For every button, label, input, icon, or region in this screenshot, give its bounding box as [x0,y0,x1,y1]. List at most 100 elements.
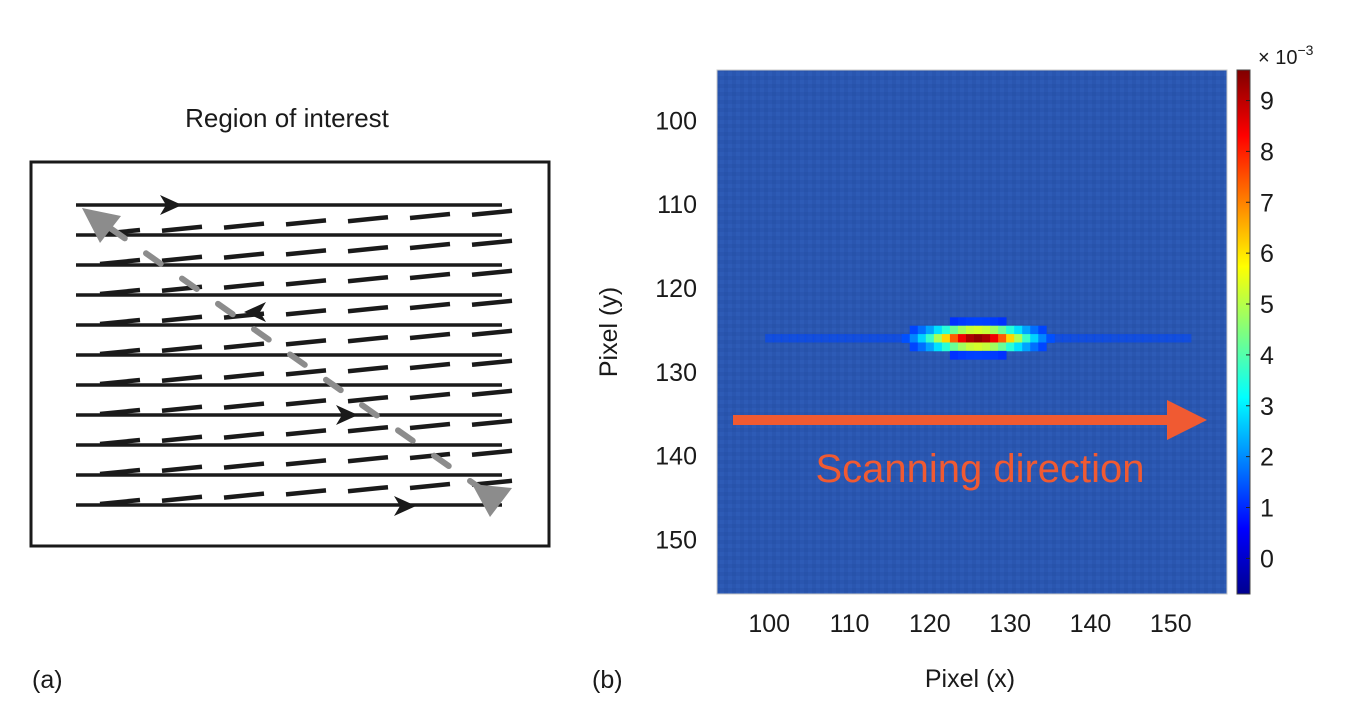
flyback-dash [285,428,327,437]
hotspot-pixel [982,342,991,352]
x-axis-label: Pixel (x) [925,665,1015,693]
x-tick-label: 140 [1070,610,1112,638]
flyback-dash [347,214,389,224]
hotspot-pixel [974,325,983,335]
return-path [82,208,512,517]
flyback-dash [347,304,389,314]
hotspot-pixel [974,342,983,352]
return-arrowhead-end [472,484,512,517]
streak-pixel [1126,334,1136,343]
colorbar-multiplier-base: × 10 [1258,47,1297,69]
flyback-dash [471,298,513,308]
hotspot-pixel [1038,342,1047,352]
heatmap-frame [716,69,1228,595]
streak-pixel [765,334,774,343]
flyback-dash [285,458,327,467]
hotspot-pixel [949,350,959,360]
hotspot-pixel [982,317,991,327]
hotspot-pixel [1006,325,1015,335]
hotspot-pixel [1014,334,1023,343]
flyback-dash [161,224,203,234]
flyback-dashes [99,298,513,327]
hotspot-pixel [982,334,991,343]
scan-arrowhead-right [336,405,358,425]
flyback-dash [409,211,451,221]
hotspot-pixel [990,350,999,360]
hotspot-pixel [949,325,959,335]
x-tick-label: 110 [830,610,870,638]
flyback-dash [347,424,389,434]
hotspot-pixel [957,334,967,343]
hotspot-pixel [957,325,967,335]
hotspot-pixel [998,317,1007,327]
hotspot-pixel [1030,342,1039,352]
hotspot-pixel [982,350,991,360]
hotspot-pixel [925,325,935,335]
hotspot-pixel [933,334,943,343]
streak-pixel [1134,334,1144,343]
streak-pixel [877,334,887,343]
panel-a: Region of interest (a) [29,103,551,694]
hotspot-pixel [949,334,959,343]
y-axis-ticks: 100 110 120 130 140 150 [655,107,697,554]
flyback-dash [409,271,451,281]
hotspot-pixel [933,325,943,335]
scanning-direction-label: Scanning direction [815,447,1144,491]
hotspot-pixel [998,350,1007,360]
flyback-dash [285,398,327,407]
hotspot-pixel [974,317,983,327]
colorbar-tick-label: 5 [1260,291,1274,319]
colorbar [1236,69,1251,595]
streak-pixel [781,334,790,343]
hotspot-pixel [909,325,919,335]
streak-pixel [1174,334,1184,343]
streak-pixel [773,334,782,343]
streak-pixel [1110,334,1120,343]
flyback-dash [409,331,451,341]
streak-pixel [1182,334,1192,343]
hotspot-pixel [990,334,999,343]
flyback-dashes [99,328,513,357]
hotspot-pixel [1022,325,1031,335]
hotspot-pixel [957,317,967,327]
panel-a-title: Region of interest [185,103,390,133]
flyback-dashes [99,388,513,417]
flyback-dash [285,248,327,257]
flyback-dash [409,421,451,431]
colorbar-tick-label: 2 [1260,444,1274,472]
scan-arrowhead-right [394,496,416,516]
y-axis-label: Pixel (y) [595,287,623,377]
hotspot-pixel [941,325,951,335]
scan-arrowhead-left [244,302,266,322]
hotspot-pixel [957,350,967,360]
hotspot-pixel [965,325,975,335]
flyback-dash [471,268,513,278]
hotspot-pixel [990,342,999,352]
streak-pixel [797,334,806,343]
colorbar-tick-label: 0 [1260,545,1274,573]
streak-pixel [893,334,903,343]
flyback-dash [223,491,265,500]
colorbar-tick-label: 3 [1260,393,1274,421]
x-tick-label: 150 [1150,610,1192,638]
hotspot-pixel [1038,334,1047,343]
colorbar-tick-label: 4 [1260,342,1274,370]
streak-pixel [1078,334,1087,343]
hotspot-pixel [1022,342,1031,352]
flyback-dashes [99,208,513,237]
hotspot-pixel [1014,342,1023,352]
hotspot-pixel [917,334,927,343]
hotspot-pixel [1006,334,1015,343]
flyback-dash [347,364,389,374]
streak-pixel [805,334,814,343]
streak-pixel [821,334,830,343]
flyback-dashes [99,478,513,507]
colorbar-tick-label: 1 [1260,495,1274,523]
flyback-dash [161,404,203,414]
colorbar-tick-label: 8 [1260,138,1274,166]
hotspot-pixel [1030,334,1039,343]
hotspot-pixel [909,334,919,343]
streak-pixel [1062,334,1071,343]
y-tick-label: 100 [655,107,697,135]
flyback-dash [471,238,513,248]
